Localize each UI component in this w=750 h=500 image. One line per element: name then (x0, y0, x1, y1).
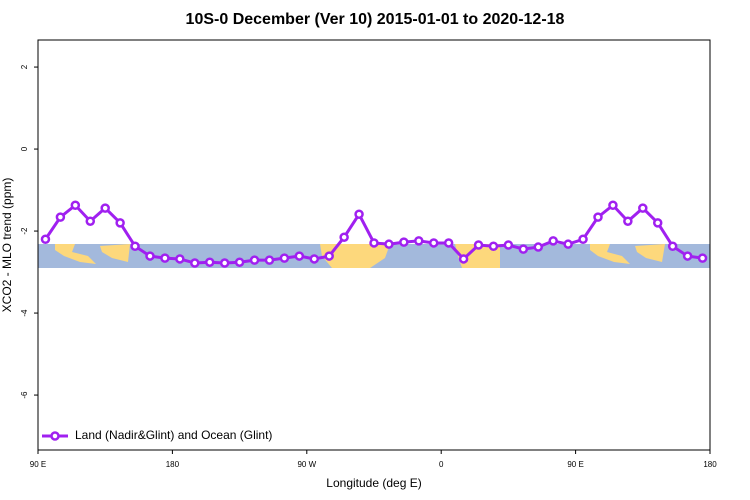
point (264, 255, 275, 265)
point (40, 234, 51, 245)
point (578, 234, 588, 245)
x-tick-label: 180 (166, 460, 180, 469)
point (518, 244, 529, 254)
y-tick-label: -6 (20, 391, 29, 399)
point (309, 254, 320, 264)
plot-frame (37, 39, 711, 451)
point (638, 203, 648, 213)
legend-label: Land (Nadir&Glint) and Ocean (Glint) (75, 428, 272, 442)
point (667, 241, 678, 251)
y-tick-label: 2 (20, 64, 29, 69)
point (204, 257, 215, 267)
point (473, 240, 484, 250)
point (503, 240, 514, 250)
point (354, 209, 364, 219)
point (234, 257, 245, 267)
legend-marker (50, 431, 60, 441)
point (55, 212, 66, 222)
point (399, 237, 409, 247)
point (428, 238, 439, 248)
point (175, 254, 185, 264)
point (294, 251, 305, 261)
point (697, 253, 708, 263)
point (533, 242, 544, 252)
point (593, 212, 603, 222)
point (608, 200, 618, 210)
point (85, 216, 96, 226)
point (249, 255, 260, 265)
point (548, 236, 558, 246)
point (623, 216, 633, 226)
point (384, 239, 394, 249)
point (443, 238, 454, 248)
point (100, 203, 110, 213)
y-tick-label: -4 (20, 309, 29, 317)
y-tick-label: -2 (20, 227, 29, 235)
point (652, 218, 663, 228)
x-tick-label: 90 W (297, 460, 316, 469)
point (682, 251, 693, 261)
y-axis-label: XCO2 - MLO trend (ppm) (0, 178, 14, 313)
y-tick-label: 0 (20, 146, 29, 151)
x-tick-label: 180 (703, 460, 717, 469)
x-tick-label: 0 (439, 460, 444, 469)
point (130, 241, 140, 251)
point (563, 239, 573, 249)
point (160, 253, 170, 263)
point (279, 253, 290, 263)
chart-title: 10S-0 December (Ver 10) 2015-01-01 to 20… (186, 11, 565, 28)
x-tick-label: 90 E (30, 460, 46, 469)
x-tick-label: 90 E (567, 460, 583, 469)
point (458, 254, 469, 264)
point (190, 258, 200, 268)
x-axis-label: Longitude (deg E) (326, 476, 421, 490)
point (70, 200, 81, 210)
point (219, 258, 230, 268)
point (145, 251, 155, 261)
point (488, 241, 499, 251)
point (369, 238, 379, 248)
point (115, 218, 125, 228)
point (414, 236, 424, 246)
point (324, 251, 334, 261)
point (339, 232, 349, 242)
